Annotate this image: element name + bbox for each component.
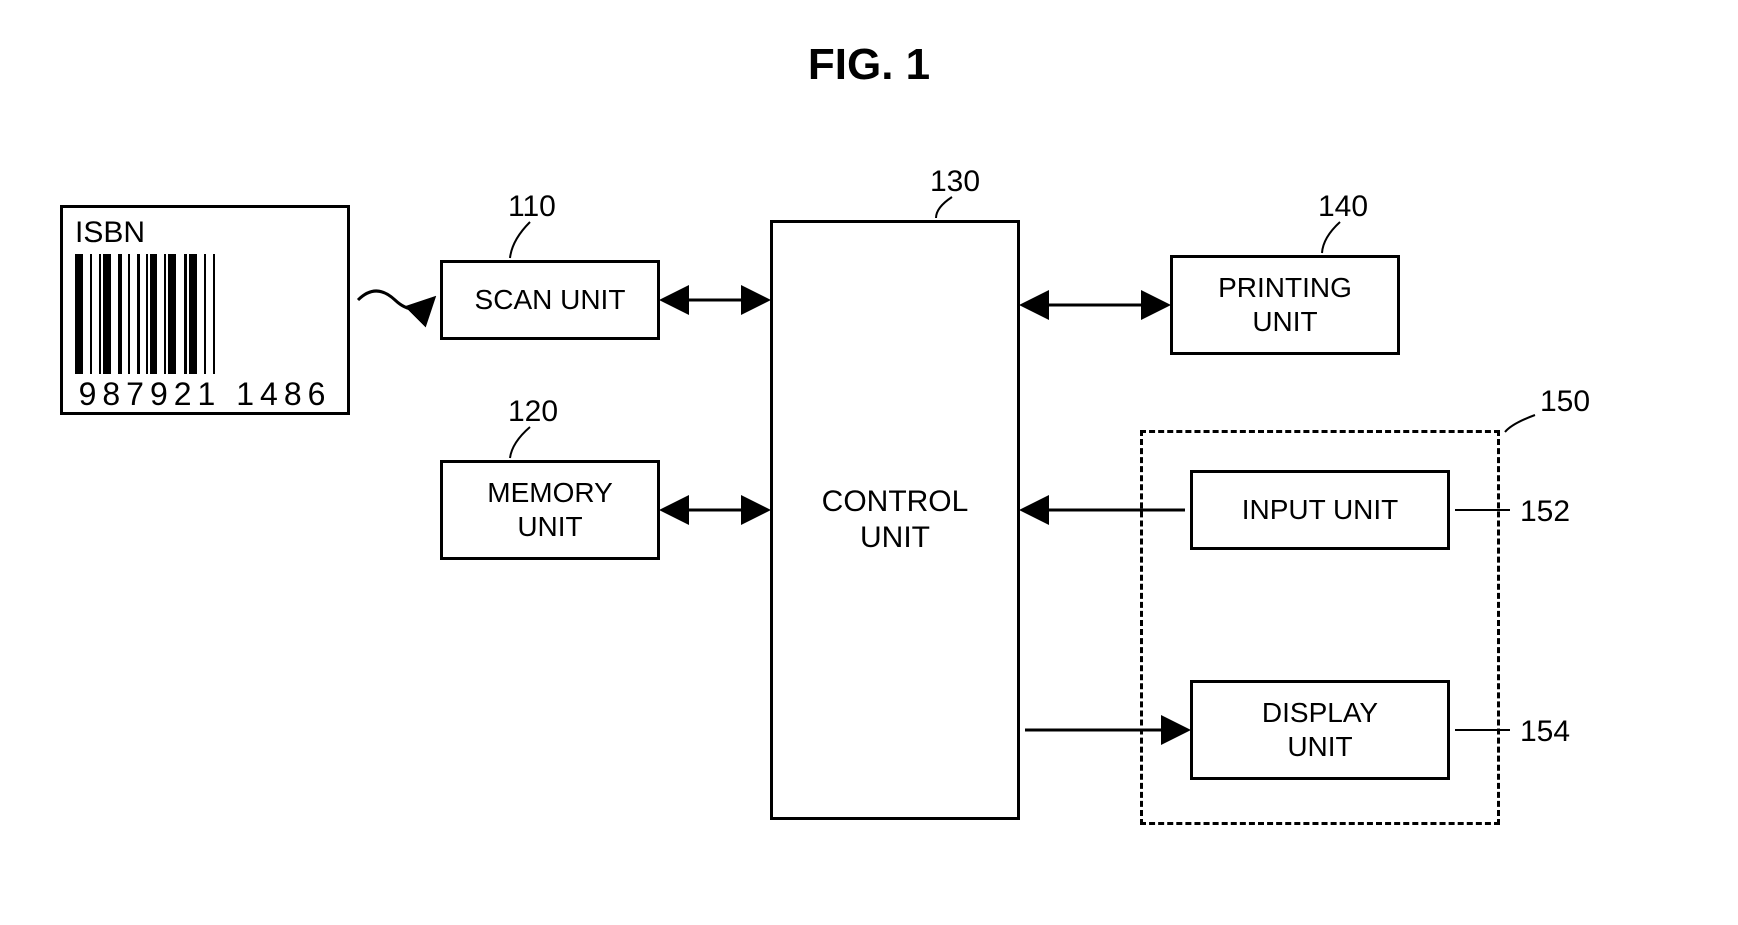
printing-unit-block: PRINTINGUNIT	[1170, 255, 1400, 355]
barcode-label: ISBN	[75, 216, 335, 250]
ref-130: 130	[930, 165, 980, 199]
ref-152: 152	[1520, 495, 1570, 529]
ref-140: 140	[1318, 190, 1368, 224]
ref-154: 154	[1520, 715, 1570, 749]
ref-150: 150	[1540, 385, 1590, 419]
control-unit-block: CONTROLUNIT	[770, 220, 1020, 820]
barcode-digits: 987921 1486	[75, 376, 335, 413]
barcode-bars	[75, 254, 335, 374]
figure-title: FIG. 1	[0, 40, 1738, 90]
isbn-barcode: ISBN 987921 1486	[60, 205, 350, 415]
ref-110: 110	[508, 190, 556, 224]
ui-group-box	[1140, 430, 1500, 825]
scan-unit-block: SCAN UNIT	[440, 260, 660, 340]
memory-unit-block: MEMORYUNIT	[440, 460, 660, 560]
ref-120: 120	[508, 395, 558, 429]
